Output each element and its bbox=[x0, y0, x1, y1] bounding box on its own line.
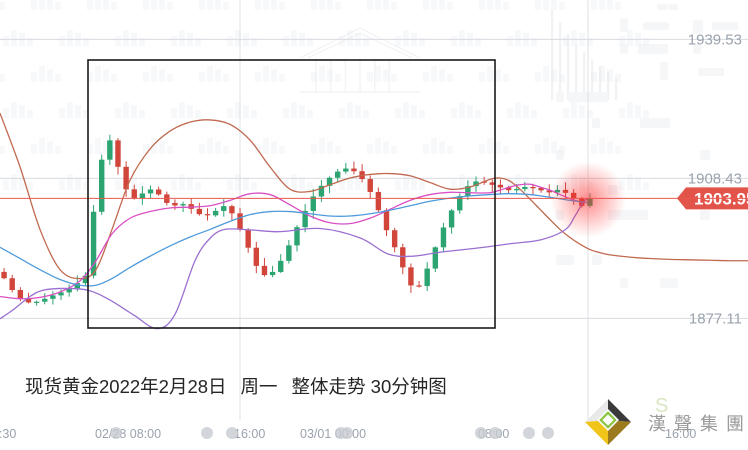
svg-text:聲: 聲 bbox=[674, 414, 692, 434]
svg-text:03/01 00:00: 03/01 00:00 bbox=[300, 427, 366, 441]
svg-text:1908.43: 1908.43 bbox=[688, 170, 742, 187]
svg-text:0:30: 0:30 bbox=[0, 427, 16, 441]
svg-text:S: S bbox=[655, 395, 668, 417]
svg-text:1939.53: 1939.53 bbox=[688, 31, 742, 48]
svg-text:漢: 漢 bbox=[648, 414, 666, 434]
svg-text:02/28 08:00: 02/28 08:00 bbox=[95, 427, 161, 441]
svg-text:1877.11: 1877.11 bbox=[689, 310, 742, 327]
svg-text:集: 集 bbox=[700, 414, 718, 434]
svg-text:團: 團 bbox=[726, 414, 744, 434]
svg-text:16:00: 16:00 bbox=[234, 427, 265, 441]
